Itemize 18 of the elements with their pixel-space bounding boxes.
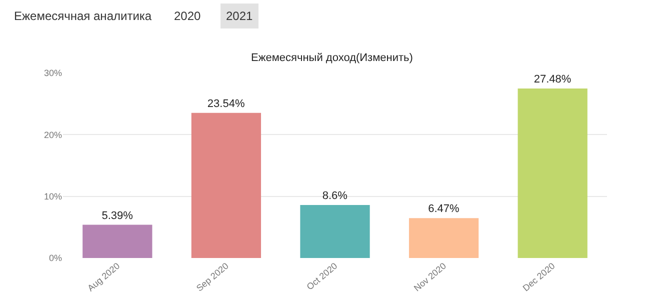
y-tick-label: 0%	[48, 253, 62, 264]
bar	[518, 88, 588, 258]
data-label: 6.47%	[428, 203, 460, 216]
chart-title: Ежемесячный доход(Изменить)	[251, 52, 413, 64]
text: 2021	[226, 9, 254, 23]
y-tick-label: 20%	[44, 130, 62, 140]
bar	[408, 218, 479, 258]
data-label: 5.39%	[102, 210, 134, 222]
bar	[191, 112, 262, 258]
text: 2020	[174, 9, 202, 23]
bar	[300, 204, 370, 258]
text: Ежемесячная аналитика	[14, 9, 152, 23]
y-tick-label: 10%	[44, 191, 62, 202]
data-label: 23.54%	[207, 98, 245, 110]
bar	[82, 224, 152, 258]
y-tick-label: 30%	[44, 68, 62, 78]
data-label: 27.48%	[534, 74, 572, 86]
data-label: 8.6%	[322, 190, 348, 202]
